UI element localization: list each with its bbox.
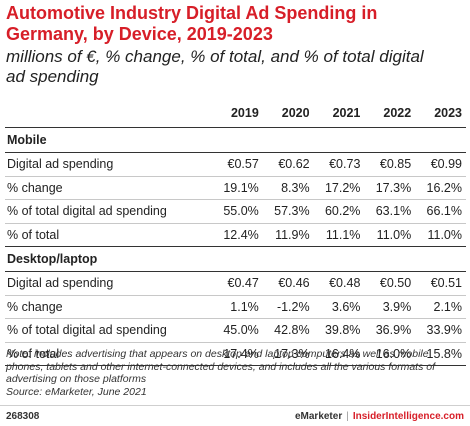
header-label-cell — [5, 99, 212, 128]
year-header: 2020 — [262, 99, 314, 128]
value-cell: 33.9% — [415, 318, 466, 343]
value-cell: €0.62 — [262, 152, 314, 177]
brand-name: eMarketer — [294, 411, 343, 422]
value-cell: €0.50 — [364, 271, 416, 296]
table-row: % change 19.1% 8.3% 17.2% 17.3% 16.2% — [5, 176, 466, 200]
brand-credit: eMarketer | InsiderIntelligence.com — [295, 411, 464, 422]
header-row: 2019 2020 2021 2022 2023 — [5, 99, 466, 128]
row-label: % change — [5, 176, 212, 200]
value-cell: 57.3% — [262, 199, 314, 224]
chart-title: Automotive Industry Digital Ad Spending … — [6, 3, 378, 44]
chart-note: Note: includes advertising that appears … — [6, 348, 468, 398]
value-cell: €0.99 — [415, 152, 466, 177]
value-cell: 39.8% — [313, 318, 365, 343]
note-text: Note: includes advertising that appears … — [6, 348, 436, 385]
section-title: Desktop/laptop — [5, 246, 466, 272]
value-cell: 16.4% — [313, 342, 365, 366]
value-cell: 55.0% — [212, 199, 263, 224]
value-cell: 17.3% — [262, 342, 314, 366]
row-label: Digital ad spending — [5, 152, 212, 177]
table-row: % change 1.1% -1.2% 3.6% 3.9% 2.1% — [5, 295, 466, 319]
value-cell: 17.2% — [313, 176, 365, 200]
row-label: Digital ad spending — [5, 271, 212, 296]
table-row: % of total 17.4% 17.3% 16.4% 16.0% 15.8% — [5, 342, 466, 366]
value-cell: 11.0% — [364, 223, 416, 247]
value-cell: €0.48 — [313, 271, 365, 296]
value-cell: 17.3% — [364, 176, 416, 200]
value-cell: 3.6% — [313, 295, 365, 319]
year-header: 2022 — [364, 99, 416, 128]
value-cell: 15.8% — [415, 342, 466, 366]
section-header-row: Mobile — [5, 127, 466, 153]
value-cell: 66.1% — [415, 199, 466, 224]
value-cell: 2.1% — [415, 295, 466, 319]
value-cell: 60.2% — [313, 199, 365, 224]
table-row: Digital ad spending €0.47 €0.46 €0.48 €0.50 €… — [5, 271, 466, 296]
value-cell: 17.4% — [212, 342, 263, 366]
value-cell: 1.1% — [212, 295, 263, 319]
site-link[interactable]: InsiderIntelligence.com — [352, 411, 464, 422]
value-cell: 45.0% — [212, 318, 263, 343]
value-cell: 3.9% — [364, 295, 416, 319]
row-label: % of total — [5, 223, 212, 247]
chart-id: 268308 — [6, 411, 40, 422]
year-header: 2021 — [313, 99, 365, 128]
brand-separator: | — [346, 411, 349, 422]
value-cell: 42.8% — [262, 318, 314, 343]
source-text: Source: eMarketer, June 2021 — [6, 385, 147, 398]
value-cell: €0.85 — [364, 152, 416, 177]
row-label: % of total — [5, 342, 212, 366]
chart-subtitle: millions of €, % change, % of total, and… — [6, 47, 424, 86]
table-row: % of total digital ad spending 55.0% 57.3%… — [5, 199, 466, 224]
footer-bar: 268308 eMarketer | InsiderIntelligence.com — [0, 405, 470, 426]
section-header-row: Desktop/laptop — [5, 246, 466, 272]
value-cell: €0.51 — [415, 271, 466, 296]
value-cell: 63.1% — [364, 199, 416, 224]
data-table: 2019 2020 2021 2022 2023 Mobile Digital a… — [5, 99, 466, 366]
value-cell: €0.46 — [262, 271, 314, 296]
row-label: % change — [5, 295, 212, 319]
row-label: % of total digital ad spending — [5, 318, 212, 343]
section-title: Mobile — [5, 127, 466, 153]
year-header: 2023 — [415, 99, 466, 128]
value-cell: €0.73 — [313, 152, 365, 177]
value-cell: 8.3% — [262, 176, 314, 200]
row-label: % of total digital ad spending — [5, 199, 212, 224]
value-cell: 11.1% — [313, 223, 365, 247]
value-cell: €0.57 — [212, 152, 263, 177]
value-cell: €0.47 — [212, 271, 263, 296]
value-cell: 12.4% — [212, 223, 263, 247]
value-cell: 11.9% — [262, 223, 314, 247]
table-body: Mobile Digital ad spending €0.57 €0.62 €0.73… — [5, 127, 466, 366]
value-cell: 36.9% — [364, 318, 416, 343]
value-cell: -1.2% — [262, 295, 314, 319]
year-header: 2019 — [212, 99, 263, 128]
value-cell: 19.1% — [212, 176, 263, 200]
table-row: % of total digital ad spending 45.0% 42.8%… — [5, 318, 466, 343]
value-cell: 16.0% — [364, 342, 416, 366]
table-row: Digital ad spending €0.57 €0.62 €0.73 €0.85 €… — [5, 152, 466, 177]
value-cell: 11.0% — [415, 223, 466, 247]
value-cell: 16.2% — [415, 176, 466, 200]
table-row: % of total 12.4% 11.9% 11.1% 11.0% 11.0% — [5, 223, 466, 247]
